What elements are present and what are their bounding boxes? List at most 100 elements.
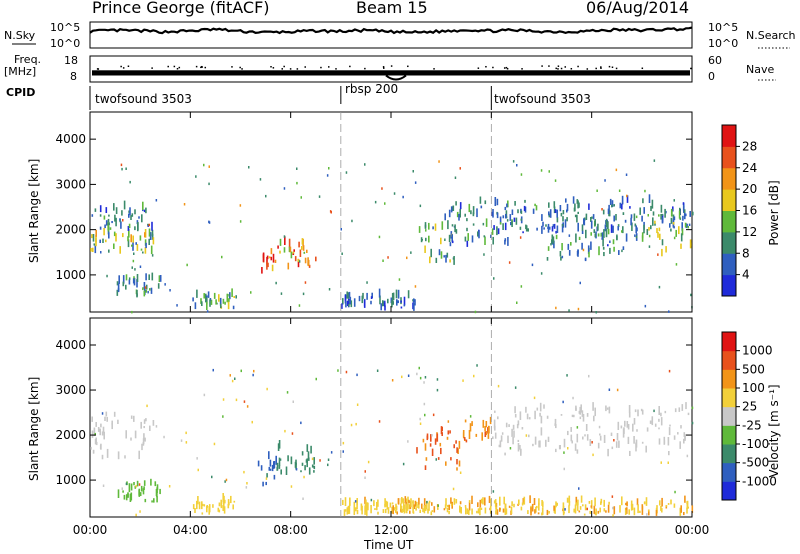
heatmap-speckle (419, 417, 421, 421)
heatmap-cell (650, 225, 652, 230)
heatmap-cell (366, 502, 369, 508)
freq-point (195, 65, 198, 68)
heatmap-speckle (668, 310, 670, 313)
heatmap-cell (131, 244, 133, 247)
heatmap-speckle (646, 513, 648, 516)
heatmap-cell (546, 415, 549, 419)
heatmap-cell (364, 496, 366, 504)
heatmap-cell (680, 233, 683, 242)
heatmap-speckle (195, 175, 197, 178)
heatmap-cell (397, 300, 399, 304)
heatmap-cell (466, 227, 468, 232)
heatmap-cell (412, 302, 414, 310)
velocity-colorbar-tick-label: 25 (742, 400, 757, 414)
heatmap-cell (645, 497, 648, 506)
heatmap-cell (511, 220, 513, 227)
heatmap-speckle (186, 263, 188, 267)
heatmap-speckle (424, 376, 427, 379)
heatmap-cell (270, 256, 273, 261)
heatmap-cell (124, 455, 126, 459)
heatmap-cell (538, 498, 540, 506)
heatmap-cell (382, 509, 385, 513)
heatmap-cell (633, 436, 635, 444)
heatmap-cell (453, 498, 456, 505)
heatmap-cell (625, 233, 628, 242)
heatmap-cell (590, 220, 593, 229)
heatmap-cell (403, 504, 406, 514)
heatmap-cell (400, 505, 403, 510)
heatmap-cell (586, 413, 589, 417)
velocity-colorbar-swatch (722, 388, 736, 408)
heatmap-cell (139, 235, 142, 241)
heatmap-cell (143, 433, 145, 441)
freq-dip (385, 74, 407, 81)
heatmap-cell (353, 298, 356, 307)
freq-point (555, 67, 557, 70)
heatmap-speckle (608, 388, 611, 391)
heatmap-cell (654, 423, 657, 427)
heatmap-cell (520, 448, 522, 456)
heatmap-speckle (547, 226, 549, 229)
heatmap-cell (364, 504, 367, 513)
heatmap-cell (412, 500, 414, 508)
heatmap-cell (434, 438, 437, 445)
heatmap-cell (448, 510, 450, 515)
heatmap-cell (426, 501, 428, 510)
heatmap-speckle (251, 420, 253, 424)
heatmap-cell (446, 504, 449, 507)
heatmap-cell (292, 251, 295, 254)
heatmap-cell (641, 215, 643, 222)
heatmap-cell (525, 224, 527, 230)
heatmap-cell (208, 504, 211, 513)
heatmap-cell (516, 424, 519, 429)
power-colorbar-tick-label: 24 (742, 161, 757, 175)
heatmap-cell (551, 226, 554, 232)
heatmap-cell (540, 415, 543, 424)
heatmap-cell (99, 445, 102, 449)
heatmap-speckle (653, 409, 655, 413)
heatmap-speckle (431, 434, 433, 437)
heatmap-cell (683, 438, 685, 444)
heatmap-cell (400, 300, 402, 303)
heatmap-cell (472, 206, 475, 215)
heatmap-cell (512, 424, 515, 430)
heatmap-cell (484, 200, 487, 205)
heatmap-cell (489, 506, 492, 514)
ytick-label: 3000 (55, 177, 86, 191)
heatmap-cell (630, 503, 633, 511)
heatmap-cell (680, 425, 682, 429)
heatmap-cell (158, 275, 161, 282)
heatmap-speckle (224, 480, 226, 483)
heatmap-cell (673, 503, 676, 508)
heatmap-cell (658, 438, 661, 445)
ytick-label: 2000 (55, 223, 86, 237)
velocity-colorbar-swatch (722, 481, 736, 501)
heatmap-cell (679, 441, 681, 449)
heatmap-cell (92, 247, 94, 252)
heatmap-speckle (239, 220, 242, 223)
freq-point (407, 65, 409, 68)
heatmap-cell (133, 276, 135, 281)
heatmap-cell (443, 255, 445, 258)
heatmap-cell (422, 508, 424, 513)
heatmap-cell (272, 253, 275, 263)
heatmap-cell (230, 495, 232, 504)
heatmap-speckle (355, 422, 357, 426)
freq-point (382, 66, 385, 68)
heatmap-speckle (499, 222, 502, 225)
heatmap-speckle (318, 195, 321, 198)
heatmap-cell (603, 508, 606, 512)
heatmap-cell (496, 509, 499, 515)
heatmap-cell (430, 434, 432, 442)
heatmap-speckle (612, 506, 614, 510)
heatmap-cell (548, 226, 551, 230)
heatmap-speckle (579, 416, 582, 420)
heatmap-cell (91, 214, 94, 217)
heatmap-speckle (196, 457, 198, 460)
heatmap-speckle (208, 182, 210, 186)
heatmap-cell (370, 296, 373, 299)
heatmap-cell (577, 200, 579, 209)
heatmap-cell (683, 432, 686, 437)
power-colorbar-swatch (722, 167, 736, 190)
heatmap-cell (143, 480, 146, 486)
